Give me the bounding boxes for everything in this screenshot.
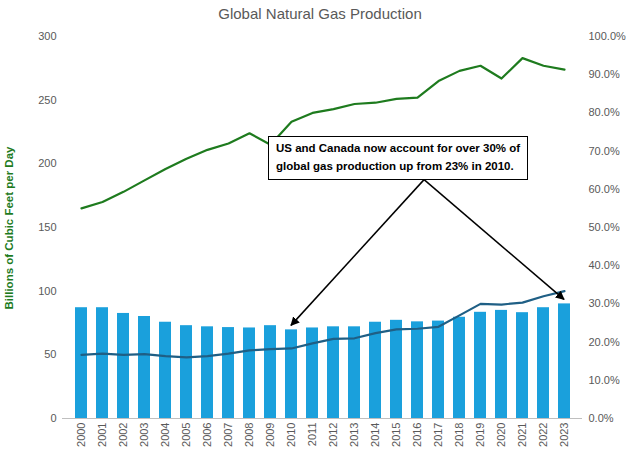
svg-text:50: 50 <box>44 348 56 360</box>
html-text:Global Natural Gas Production: Global Natural Gas Production <box>218 5 422 22</box>
svg-text:60.0%: 60.0% <box>589 183 620 195</box>
svg-text:2018: 2018 <box>453 423 465 447</box>
html-text:US and Canada now account for: US and Canada now account for over 30% o… <box>276 142 521 172</box>
svg-text:2021: 2021 <box>516 423 528 447</box>
svg-text:2015: 2015 <box>390 423 402 447</box>
svg-text:300: 300 <box>38 30 56 42</box>
svg-text:2010: 2010 <box>285 423 297 447</box>
svg-text:2009: 2009 <box>264 423 276 447</box>
svg-text:2023: 2023 <box>558 423 570 447</box>
svg-text:2012: 2012 <box>327 423 339 447</box>
svg-text:2007: 2007 <box>222 423 234 447</box>
svg-text:90.0%: 90.0% <box>589 68 620 80</box>
html-text:Billions of Cubic Feet per Day: Billions of Cubic Feet per Day <box>3 146 15 310</box>
svg-text:2006: 2006 <box>201 423 213 447</box>
svg-text:250: 250 <box>38 94 56 106</box>
svg-text:2020: 2020 <box>495 423 507 447</box>
svg-text:2000: 2000 <box>75 423 87 447</box>
svg-text:2013: 2013 <box>348 423 360 447</box>
svg-text:100: 100 <box>38 285 56 297</box>
svg-text:2004: 2004 <box>159 423 171 447</box>
svg-text:2011: 2011 <box>306 423 318 447</box>
svg-text:0.0%: 0.0% <box>589 412 614 424</box>
svg-text:2016: 2016 <box>411 423 423 447</box>
svg-text:2014: 2014 <box>369 423 381 447</box>
svg-text:40.0%: 40.0% <box>589 259 620 271</box>
svg-text:100.0%: 100.0% <box>589 30 627 42</box>
svg-text:50.0%: 50.0% <box>589 221 620 233</box>
svg-text:10.0%: 10.0% <box>589 374 620 386</box>
svg-text:20.0%: 20.0% <box>589 336 620 348</box>
svg-text:2017: 2017 <box>432 423 444 447</box>
svg-text:150: 150 <box>38 221 56 233</box>
svg-text:200: 200 <box>38 157 56 169</box>
svg-text:2008: 2008 <box>243 423 255 447</box>
svg-text:2022: 2022 <box>537 423 549 447</box>
svg-text:2003: 2003 <box>138 423 150 447</box>
svg-text:0: 0 <box>50 412 56 424</box>
svg-text:70.0%: 70.0% <box>589 145 620 157</box>
svg-text:2019: 2019 <box>474 423 486 447</box>
svg-text:2001: 2001 <box>96 423 108 447</box>
svg-text:30.0%: 30.0% <box>589 297 620 309</box>
svg-text:2002: 2002 <box>117 423 129 447</box>
svg-text:2005: 2005 <box>180 423 192 447</box>
svg-text:80.0%: 80.0% <box>589 106 620 118</box>
